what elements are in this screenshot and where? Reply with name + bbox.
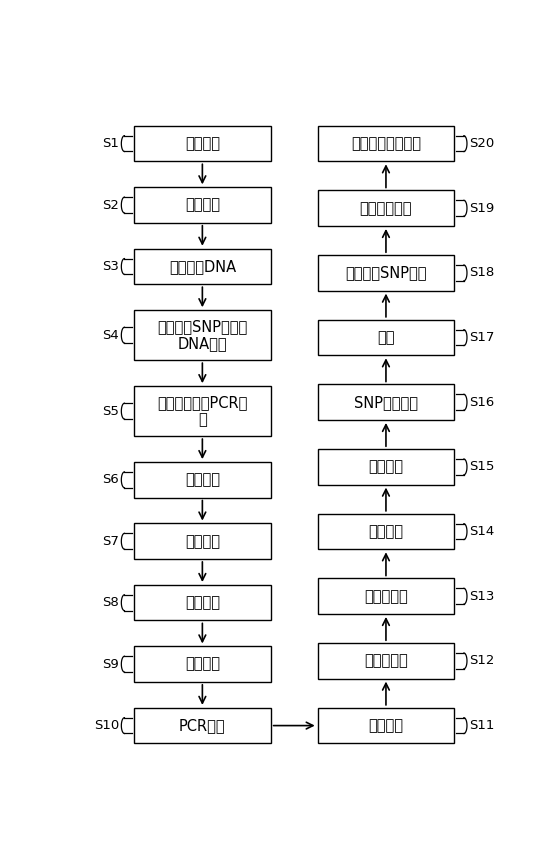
Text: S18: S18 (469, 266, 494, 279)
Text: S15: S15 (469, 461, 494, 473)
Text: S8: S8 (102, 596, 119, 609)
Text: S6: S6 (102, 473, 119, 486)
Text: 设计位点: 设计位点 (185, 136, 220, 152)
FancyBboxPatch shape (318, 255, 454, 291)
Text: S19: S19 (469, 202, 494, 215)
Text: 纯化扩增到的PCR产
物: 纯化扩增到的PCR产 物 (157, 395, 248, 427)
Text: 片段筛选: 片段筛选 (185, 657, 220, 672)
Text: S10: S10 (94, 719, 119, 732)
Text: S16: S16 (469, 395, 494, 409)
Text: 设计引物: 设计引物 (185, 198, 220, 212)
Text: S9: S9 (102, 657, 119, 670)
Text: 提取样品DNA: 提取样品DNA (169, 259, 236, 274)
Text: S7: S7 (102, 535, 119, 548)
Text: S20: S20 (469, 137, 494, 150)
Text: S1: S1 (102, 137, 119, 150)
FancyBboxPatch shape (134, 524, 270, 559)
FancyBboxPatch shape (134, 126, 270, 162)
FancyBboxPatch shape (318, 449, 454, 484)
FancyBboxPatch shape (134, 646, 270, 682)
Text: 序列筛选: 序列筛选 (368, 460, 403, 474)
FancyBboxPatch shape (134, 708, 270, 743)
Text: S4: S4 (102, 329, 119, 342)
FancyBboxPatch shape (318, 384, 454, 420)
Text: SNP数据统计: SNP数据统计 (354, 395, 418, 410)
FancyBboxPatch shape (318, 514, 454, 550)
Text: S17: S17 (469, 331, 494, 344)
Text: PCR扩增: PCR扩增 (179, 718, 226, 733)
FancyBboxPatch shape (134, 249, 270, 284)
FancyBboxPatch shape (318, 190, 454, 226)
Text: S13: S13 (469, 590, 494, 603)
Text: S5: S5 (102, 405, 119, 418)
Text: 末端修复: 末端修复 (185, 473, 220, 487)
Text: S3: S3 (102, 260, 119, 273)
Text: 序列比对: 序列比对 (368, 524, 403, 539)
FancyBboxPatch shape (318, 126, 454, 162)
FancyBboxPatch shape (134, 386, 270, 437)
Text: S12: S12 (469, 655, 494, 668)
Text: 计算每个SNP距离: 计算每个SNP距离 (345, 265, 427, 281)
FancyBboxPatch shape (134, 462, 270, 497)
Text: 扩增含有SNP位点的
DNA片段: 扩增含有SNP位点的 DNA片段 (157, 319, 248, 351)
FancyBboxPatch shape (134, 585, 270, 621)
Text: 计算出总距离: 计算出总距离 (360, 201, 412, 216)
Text: S11: S11 (469, 719, 494, 732)
Text: 过滤: 过滤 (377, 330, 395, 345)
Text: S2: S2 (102, 199, 119, 211)
Text: 数据预处理: 数据预处理 (364, 589, 408, 603)
Text: 文库检测: 文库检测 (368, 718, 403, 733)
Text: 片段筛选: 片段筛选 (185, 534, 220, 549)
FancyBboxPatch shape (318, 579, 454, 614)
Text: 接头连接: 接头连接 (185, 595, 220, 610)
FancyBboxPatch shape (318, 320, 454, 355)
Text: 高通量测序: 高通量测序 (364, 653, 408, 669)
Text: S14: S14 (469, 525, 494, 538)
FancyBboxPatch shape (134, 310, 270, 360)
FancyBboxPatch shape (134, 187, 270, 223)
Text: 选择最优的总距离: 选择最优的总距离 (351, 136, 421, 152)
FancyBboxPatch shape (318, 643, 454, 679)
FancyBboxPatch shape (318, 708, 454, 743)
